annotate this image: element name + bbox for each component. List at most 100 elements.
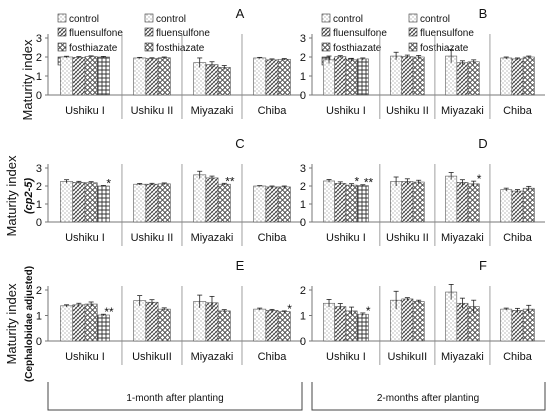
bar-fosthiazate bbox=[522, 56, 535, 96]
bar-fluensulfone bbox=[265, 310, 279, 342]
footer-label-2months: 2-months after planting bbox=[377, 393, 479, 404]
site-label: Ushiku II bbox=[386, 232, 429, 244]
bar-control bbox=[323, 302, 335, 342]
y-tick-label: 1 bbox=[300, 71, 306, 83]
legend-label: fosthiazate bbox=[156, 43, 205, 54]
bar-fosthiazate bbox=[157, 308, 171, 342]
bar-fosthiazate bbox=[522, 308, 535, 342]
bar-fluensulfone bbox=[265, 186, 279, 223]
bar-fluensulfone bbox=[334, 56, 347, 96]
bar-fosthiazate bbox=[412, 181, 425, 223]
bar-fosthiazate bbox=[217, 183, 231, 223]
panel-e: E 0 1 2 ** Ushiku I UshikuII Miyazaki * Chiba bbox=[36, 258, 302, 365]
y-tick-label: 3 bbox=[36, 33, 42, 45]
bar-control bbox=[60, 181, 74, 223]
bar-fosthiazate bbox=[84, 56, 98, 96]
legend-label: fosthiazate bbox=[420, 43, 469, 54]
site-label: Miyazaki bbox=[191, 232, 234, 244]
y-tick-label: 0 bbox=[300, 217, 306, 229]
significance-marker: ** bbox=[104, 305, 114, 319]
legend-label: control bbox=[420, 14, 450, 25]
bar-control bbox=[500, 57, 513, 96]
significance-marker: * bbox=[287, 302, 292, 316]
bar-fluensulfone bbox=[456, 182, 469, 223]
bar-control bbox=[323, 59, 335, 96]
site-label: Chiba bbox=[258, 351, 288, 363]
bar-control bbox=[133, 300, 147, 342]
ylabel-row3-sub: (Cephalobidae adjusted) bbox=[24, 266, 35, 382]
bar-control bbox=[133, 57, 147, 96]
site-label: Miyazaki bbox=[441, 351, 484, 363]
bar-fosthiazate bbox=[277, 58, 291, 96]
site-label: Ushiku I bbox=[326, 232, 366, 244]
bar-fosthiazate bbox=[467, 183, 480, 223]
panel-letter: F bbox=[479, 258, 487, 273]
bar-DCP bbox=[356, 58, 369, 96]
y-tick-label: 1 bbox=[300, 199, 306, 211]
panel-c: C 0 1 2 3 * Ushiku I Ushiku II ** Miyazaki Chiba bbox=[36, 136, 302, 246]
legend-label: fosthiazate bbox=[333, 43, 382, 54]
significance-marker: * bbox=[355, 175, 360, 189]
ylabel-row2: Maturity index bbox=[4, 155, 19, 236]
ylabel-row1: Maturity index bbox=[20, 39, 35, 120]
bar-DCP bbox=[356, 185, 369, 223]
panel-b: B 0 1 2 3 Ushiku I Ushiku II Miyazaki Chiba bbox=[300, 6, 545, 119]
bar-fosthiazate bbox=[345, 184, 358, 223]
bar-fluensulfone bbox=[205, 177, 219, 223]
y-tick-label: 0 bbox=[300, 90, 306, 102]
bar-fluensulfone bbox=[511, 190, 524, 223]
bar-fluensulfone bbox=[334, 306, 347, 342]
y-tick-label: 0 bbox=[300, 336, 306, 348]
bar-fosthiazate bbox=[84, 182, 98, 223]
panel-a: A 0 1 2 3 Ushiku I Ushiku II Miyazaki Chiba bbox=[36, 6, 302, 119]
y-tick-label: 1 bbox=[36, 71, 42, 83]
bar-fluensulfone bbox=[72, 57, 86, 96]
site-label: Ushiku II bbox=[131, 105, 174, 117]
y-tick-label: 3 bbox=[36, 163, 42, 175]
bar-fluensulfone bbox=[205, 64, 219, 96]
significance-marker: * bbox=[106, 176, 111, 190]
panels: A 0 1 2 3 Ushiku I Ushiku II Miyazaki Chiba B 0 1 2 3… bbox=[36, 6, 545, 365]
bar-fluensulfone bbox=[334, 183, 347, 223]
y-tick-label: 2 bbox=[300, 181, 306, 193]
bar-control bbox=[193, 174, 207, 223]
site-label: UshikuII bbox=[132, 351, 172, 363]
bar-fluensulfone bbox=[145, 183, 159, 223]
panel-f: F 0 1 2 * Ushiku I UshikuII Miyazaki Chiba bbox=[300, 258, 545, 365]
footer-bracket-1month: 1-month after planting bbox=[47, 382, 303, 411]
panel-letter: E bbox=[236, 258, 245, 273]
site-label: Chiba bbox=[503, 351, 533, 363]
bar-control bbox=[500, 189, 513, 223]
site-label: Ushiku I bbox=[326, 351, 366, 363]
legend-label: control bbox=[156, 14, 186, 25]
legend-panel-b-col2: control fluensulfone fosthiazate bbox=[408, 13, 474, 54]
site-label: Ushiku II bbox=[131, 232, 174, 244]
site-label: Miyazaki bbox=[191, 351, 234, 363]
panel-letter: A bbox=[236, 6, 245, 21]
bar-fosthiazate bbox=[217, 310, 231, 342]
y-tick-label: 2 bbox=[300, 285, 306, 297]
bar-fosthiazate bbox=[522, 187, 535, 223]
bar-fluensulfone bbox=[72, 304, 86, 342]
bar-control bbox=[390, 181, 403, 223]
bar-fluensulfone bbox=[511, 58, 524, 96]
legend-label: control bbox=[333, 14, 363, 25]
y-tick-label: 0 bbox=[36, 90, 42, 102]
bar-control bbox=[500, 308, 513, 342]
bar-control bbox=[133, 183, 147, 223]
site-label: Miyazaki bbox=[441, 105, 484, 117]
bar-fluensulfone bbox=[456, 302, 469, 342]
bar-fluensulfone bbox=[265, 59, 279, 96]
footer-bracket-2months: 2-months after planting bbox=[311, 382, 546, 411]
y-tick-label: 2 bbox=[36, 285, 42, 297]
y-tick-label: 2 bbox=[36, 181, 42, 193]
bar-control bbox=[323, 180, 335, 223]
bar-fluensulfone bbox=[401, 181, 414, 223]
bar-fosthiazate bbox=[84, 303, 98, 342]
bar-control bbox=[390, 55, 403, 96]
panel-letter: C bbox=[235, 136, 244, 151]
significance-marker: ** bbox=[364, 176, 374, 190]
legend-panel-a-col2: control fluensulfone fosthiazate bbox=[144, 13, 210, 54]
bar-fluensulfone bbox=[145, 301, 159, 342]
